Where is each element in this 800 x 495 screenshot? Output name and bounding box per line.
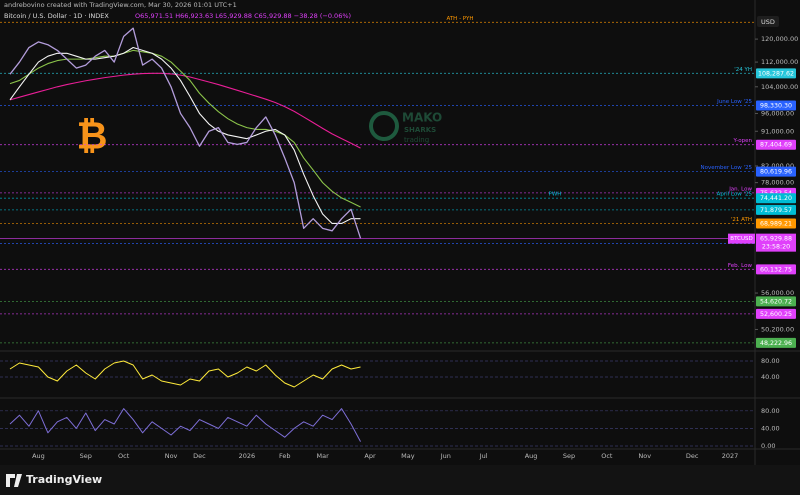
x-tick-label: Mar xyxy=(316,452,329,460)
moving-average xyxy=(9,49,361,208)
currency: USD xyxy=(761,18,775,26)
bitcoin-logo: ₿ xyxy=(77,114,108,158)
x-tick-label: Jul xyxy=(479,452,488,460)
x-tick-label: Apr xyxy=(364,452,376,460)
level-price-box xyxy=(756,308,796,319)
x-tick-label: Nov xyxy=(165,452,178,460)
level-price-box xyxy=(756,68,796,79)
y-tick-label: 82,000.00 xyxy=(761,162,794,170)
footer-bar xyxy=(0,465,800,495)
symbol-box xyxy=(728,233,755,244)
y-tick-label: 112,000.00 xyxy=(761,58,798,66)
watermark-tag: trading xyxy=(404,136,429,144)
countdown: 23:58:20 xyxy=(762,244,790,251)
oscillator-line xyxy=(9,408,361,442)
level-price-box xyxy=(756,100,796,111)
x-tick-label: Sep xyxy=(563,452,575,460)
level-price-box xyxy=(756,296,796,307)
y-tick-label: 120,000.00 xyxy=(761,35,798,43)
watermark-name: MAKO xyxy=(402,111,442,125)
level-name: Feb. Low xyxy=(728,263,753,269)
pane-tick-label: 40.00 xyxy=(761,373,780,381)
level-name: ATH - PYH xyxy=(446,16,473,22)
level-name: '24 YH xyxy=(734,67,752,73)
level-name: April Low '25 xyxy=(717,192,753,198)
currency-box xyxy=(757,16,779,27)
level-price: 54,620.72 xyxy=(760,298,792,305)
brand-logo xyxy=(6,474,22,487)
level-price: 60,132.75 xyxy=(760,266,792,273)
pane-tick-label: 80.00 xyxy=(761,407,780,415)
x-tick-label: Oct xyxy=(118,452,130,460)
credit: andrebovino created with TradingView.com… xyxy=(4,1,237,9)
x-tick-label: Aug xyxy=(32,452,45,460)
pane-tick-label: 40.00 xyxy=(761,424,780,432)
level-price: 52,600.25 xyxy=(760,311,792,318)
level-name: Y-open xyxy=(732,138,752,144)
level-price-box xyxy=(756,139,796,150)
last-price-box xyxy=(756,233,796,252)
level-name: Jan. Low xyxy=(728,186,752,192)
symbol-title: Bitcoin / U.S. Dollar · 1D · INDEX xyxy=(4,12,109,20)
oscillator-line xyxy=(9,360,361,388)
y-tick-label: 104,000.00 xyxy=(761,83,798,91)
level-price-box xyxy=(756,218,796,229)
y-tick-label: 50,200.00 xyxy=(761,325,794,333)
x-tick-label: 2026 xyxy=(239,452,256,460)
symbol-label: BTCUSD xyxy=(730,236,752,242)
watermark-sub: SHARKS xyxy=(404,126,436,134)
level-price: 71,879.57 xyxy=(760,207,792,214)
pane-tick-label: 80.00 xyxy=(761,357,780,365)
level-price-box xyxy=(756,264,796,275)
x-tick-label: May xyxy=(401,452,415,460)
level-price: 87,404.69 xyxy=(760,142,792,149)
level-price: 68,989.21 xyxy=(760,221,792,228)
x-tick-label: Feb xyxy=(279,452,291,460)
y-tick-label: 96,000.00 xyxy=(761,109,794,117)
price-line xyxy=(9,27,362,239)
x-tick-label: Jun xyxy=(440,452,451,460)
level-name: November Low '25 xyxy=(701,165,753,171)
y-tick-label: 91,000.00 xyxy=(761,127,794,135)
x-tick-label: Sep xyxy=(80,452,92,460)
x-tick-label: Dec xyxy=(686,452,699,460)
ohlc: O65,971.51 H66,923.63 L65,929.88 C65,929… xyxy=(135,12,351,20)
y-tick-label: 78,000.00 xyxy=(761,179,794,187)
level-price: 98,330.30 xyxy=(760,102,792,109)
pane-tick-label: 0.00 xyxy=(761,442,775,450)
moving-average xyxy=(9,46,361,225)
watermark-icon xyxy=(369,111,399,141)
level-price-box xyxy=(756,337,796,348)
y-tick-label: 56,000.00 xyxy=(761,289,794,297)
level-note: PWH xyxy=(549,192,562,198)
level-name: '21 ATH xyxy=(731,217,752,223)
level-price-box xyxy=(756,204,796,215)
level-price-box xyxy=(756,166,796,177)
last-price: 65,929.88 xyxy=(760,236,792,243)
level-price: 80,619.96 xyxy=(760,169,792,176)
x-tick-label: Nov xyxy=(638,452,651,460)
brand: TradingView xyxy=(26,473,102,486)
level-price: 48,222.96 xyxy=(760,340,792,347)
level-price-box xyxy=(756,193,796,204)
x-tick-label: 2027 xyxy=(722,452,739,460)
x-tick-label: Dec xyxy=(193,452,206,460)
level-price: 74,441.20 xyxy=(760,195,792,202)
level-price: 108,287.62 xyxy=(758,70,794,77)
level-name: June Low '25 xyxy=(716,99,752,105)
x-tick-label: Oct xyxy=(601,452,613,460)
x-tick-label: Aug xyxy=(525,452,538,460)
